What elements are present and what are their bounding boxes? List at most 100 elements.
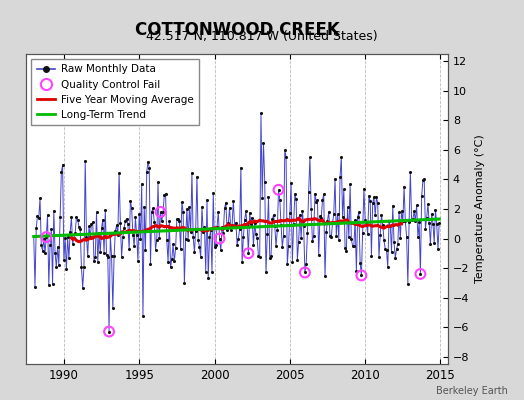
Point	[337, 154, 345, 160]
Point	[340, 186, 348, 193]
Point	[278, 244, 287, 250]
Point	[346, 181, 354, 188]
Point	[190, 249, 199, 256]
Point	[242, 208, 250, 214]
Point	[107, 253, 116, 260]
Point	[175, 218, 183, 225]
Point	[286, 210, 294, 216]
Point	[259, 139, 268, 146]
Point	[359, 185, 368, 192]
Point	[245, 209, 254, 216]
Point	[260, 178, 269, 185]
Point	[101, 207, 110, 214]
Point	[267, 253, 275, 260]
Point	[321, 273, 329, 280]
Point	[235, 225, 244, 232]
Point	[116, 220, 125, 226]
Point	[82, 233, 91, 240]
Point	[222, 199, 230, 206]
Point	[125, 246, 133, 253]
Point	[167, 264, 175, 270]
Point	[301, 269, 309, 276]
Point	[273, 227, 281, 234]
Point	[405, 219, 413, 225]
Point	[322, 228, 331, 235]
Point	[225, 204, 234, 211]
Point	[401, 218, 410, 224]
Point	[105, 328, 113, 335]
Point	[406, 169, 414, 175]
Point	[169, 241, 177, 248]
Point	[143, 169, 151, 175]
Point	[91, 254, 100, 261]
Point	[347, 236, 356, 242]
Point	[358, 230, 367, 236]
Point	[408, 217, 416, 224]
Point	[377, 212, 386, 218]
Point	[89, 219, 97, 226]
Point	[232, 220, 240, 226]
Point	[380, 237, 388, 244]
Point	[370, 194, 378, 200]
Point	[327, 234, 335, 241]
Point	[396, 235, 405, 242]
Point	[399, 218, 407, 225]
Point	[384, 264, 392, 270]
Point	[351, 217, 359, 224]
Point	[421, 225, 430, 232]
Point	[48, 280, 57, 287]
Point	[139, 313, 147, 319]
Point	[268, 216, 277, 222]
Point	[156, 209, 165, 215]
Point	[258, 194, 266, 201]
Point	[403, 280, 412, 287]
Point	[378, 221, 387, 228]
Point	[126, 198, 135, 204]
Point	[387, 248, 396, 255]
Point	[292, 196, 300, 202]
Point	[234, 236, 243, 242]
Point	[174, 216, 182, 222]
Point	[106, 232, 115, 238]
Point	[96, 249, 104, 256]
Point	[161, 190, 170, 197]
Point	[275, 187, 283, 193]
Point	[285, 242, 293, 249]
Point	[374, 200, 382, 206]
Point	[353, 214, 362, 220]
Point	[247, 221, 255, 228]
Point	[180, 280, 189, 286]
Point	[46, 242, 54, 248]
Point	[37, 242, 46, 248]
Point	[331, 176, 339, 182]
Point	[184, 237, 192, 244]
Point	[411, 218, 420, 224]
Point	[332, 233, 341, 239]
Point	[136, 236, 145, 242]
Point	[279, 232, 288, 239]
Point	[269, 212, 278, 218]
Point	[149, 205, 157, 212]
Point	[112, 222, 121, 228]
Point	[356, 260, 364, 266]
Point	[70, 235, 78, 241]
Title: COTTONWOOD CREEK: COTTONWOOD CREEK	[135, 20, 340, 38]
Point	[343, 204, 352, 210]
Point	[189, 234, 198, 240]
Point	[227, 227, 235, 233]
Point	[140, 203, 148, 210]
Point	[77, 264, 85, 270]
Point	[324, 208, 333, 215]
Point	[32, 225, 40, 231]
Point	[52, 264, 60, 270]
Point	[120, 224, 128, 231]
Point	[342, 248, 351, 254]
Point	[193, 173, 201, 180]
Point	[29, 233, 38, 240]
Point	[71, 230, 79, 236]
Point	[317, 215, 325, 221]
Point	[323, 218, 332, 224]
Point	[73, 216, 82, 223]
Point	[352, 268, 361, 274]
Point	[294, 239, 303, 245]
